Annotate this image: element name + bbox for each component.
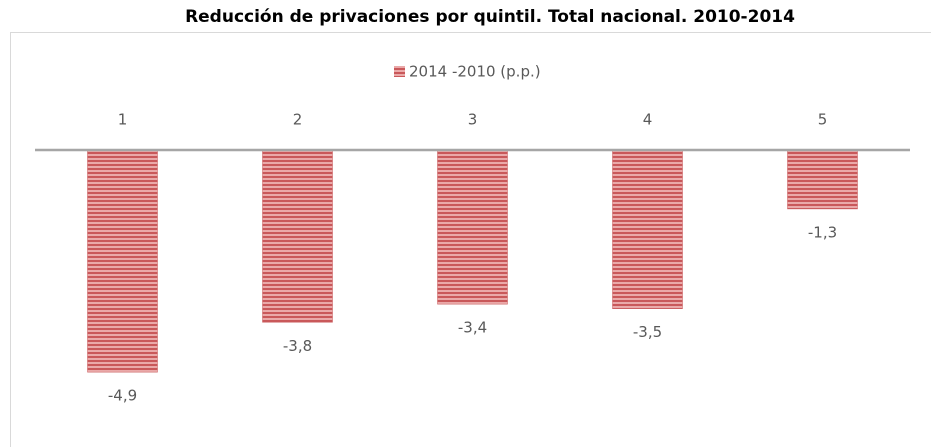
value-label: -1,3 (808, 223, 837, 241)
category-label: 5 (818, 111, 828, 129)
value-label: -4,9 (108, 387, 137, 405)
bar (787, 149, 858, 210)
legend-label: 2014 -2010 (p.p.) (409, 63, 541, 81)
legend-swatch (394, 66, 405, 77)
bar (612, 149, 683, 309)
category-label: 1 (118, 111, 128, 129)
value-label: -3,4 (458, 319, 487, 337)
bar (87, 149, 158, 373)
value-label: -3,8 (283, 337, 312, 355)
category-label: 4 (643, 111, 653, 129)
bar (262, 149, 333, 323)
category-label: 3 (468, 111, 478, 129)
category-label: 2 (293, 111, 303, 129)
chart-title: Reducción de privaciones por quintil. To… (185, 7, 795, 27)
bar (437, 149, 508, 305)
value-label: -3,5 (633, 323, 662, 341)
legend: 2014 -2010 (p.p.) (394, 63, 541, 81)
